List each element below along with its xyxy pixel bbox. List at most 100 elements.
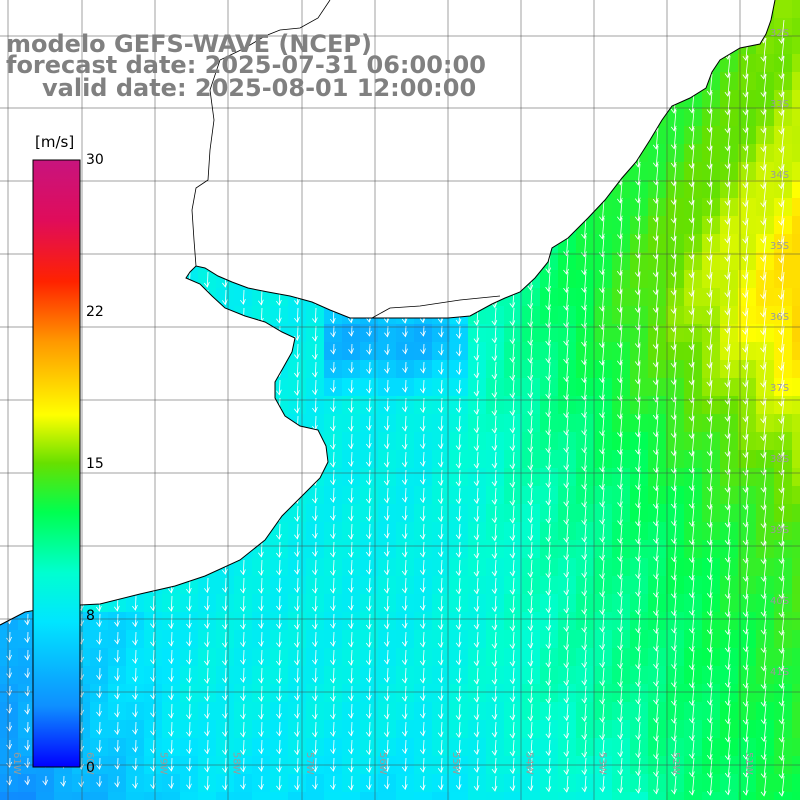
wind-arrow	[742, 73, 749, 98]
wind-arrow	[437, 505, 444, 523]
wind-arrow	[419, 667, 426, 684]
wind-arrow	[312, 649, 318, 665]
wind-arrow	[724, 433, 731, 458]
field-cell	[252, 270, 271, 289]
wind-arrow	[617, 631, 623, 651]
field-cell	[216, 252, 235, 271]
wind-arrow	[563, 613, 570, 633]
field-cell	[162, 468, 181, 487]
wind-arrow	[455, 559, 462, 577]
wind-arrow	[778, 397, 785, 424]
field-cell	[252, 288, 271, 307]
field-cell	[144, 630, 163, 649]
wind-arrow	[168, 505, 174, 522]
wind-arrow	[599, 559, 605, 580]
field-cell	[90, 414, 109, 433]
wind-arrow	[742, 757, 749, 778]
field-cell	[180, 594, 199, 613]
field-cell	[180, 540, 199, 559]
wind-arrow	[401, 613, 408, 629]
field-cell	[612, 126, 631, 145]
wind-arrow	[150, 559, 156, 575]
wind-arrow	[258, 451, 264, 468]
wind-arrow	[455, 127, 462, 145]
field-cell	[540, 144, 559, 163]
wind-arrow	[24, 145, 30, 162]
wind-arrow	[724, 163, 731, 188]
wind-arrow	[617, 451, 623, 473]
wind-arrow	[581, 631, 588, 651]
wind-arrow	[96, 505, 102, 522]
wind-arrow	[617, 109, 623, 130]
wind-arrow	[365, 163, 372, 179]
field-cell	[108, 144, 127, 163]
field-cell	[162, 792, 181, 800]
wind-arrow	[563, 217, 569, 238]
wind-arrow	[347, 181, 354, 198]
field-cell	[216, 522, 235, 541]
field-cell	[198, 738, 217, 757]
field-cell	[180, 684, 199, 703]
field-cell	[324, 540, 343, 559]
wind-arrow	[742, 271, 749, 299]
field-cell	[144, 396, 163, 415]
wind-arrow	[581, 523, 588, 543]
wind-arrow	[437, 487, 444, 505]
wind-arrow	[186, 325, 192, 342]
wind-arrow	[778, 559, 785, 582]
wind-arrow	[688, 361, 695, 386]
wind-arrow	[222, 667, 228, 684]
wind-arrow	[688, 253, 695, 279]
field-cell	[378, 270, 397, 289]
wind-arrow	[581, 577, 588, 597]
field-cell	[18, 612, 37, 631]
field-cell	[432, 126, 451, 145]
field-cell	[270, 342, 289, 361]
field-cell	[558, 108, 577, 127]
field-cell	[108, 486, 127, 505]
wind-arrow	[581, 433, 587, 454]
wind-arrow	[491, 217, 498, 236]
field-cell	[504, 270, 523, 289]
wind-arrow	[563, 91, 570, 111]
wind-arrow	[311, 325, 318, 342]
wind-arrow	[563, 433, 570, 453]
wind-arrow	[24, 667, 30, 679]
wind-arrow	[132, 577, 138, 594]
wind-arrow	[132, 361, 138, 377]
field-cell	[288, 468, 307, 487]
field-cell	[144, 702, 163, 721]
wind-arrow	[96, 487, 102, 504]
wind-arrow	[186, 505, 192, 521]
field-cell	[306, 324, 325, 343]
wind-arrow	[545, 613, 552, 632]
field-cell	[486, 54, 505, 73]
wind-arrow	[617, 667, 623, 688]
field-cell	[450, 216, 469, 235]
wind-arrow	[706, 523, 713, 546]
field-cell	[0, 522, 19, 541]
wind-arrow	[294, 685, 300, 701]
wind-arrow	[581, 109, 587, 131]
wind-arrow	[599, 343, 605, 366]
wind-arrow	[491, 253, 498, 273]
field-cell	[648, 72, 667, 91]
field-cell	[162, 558, 181, 577]
wind-arrow	[509, 217, 516, 237]
wind-arrow	[347, 217, 354, 233]
wind-arrow	[383, 433, 390, 450]
wind-arrow	[671, 757, 677, 777]
field-cell	[270, 252, 289, 271]
wind-arrow	[258, 739, 264, 755]
field-cell	[144, 486, 163, 505]
wind-arrow	[258, 613, 264, 629]
field-cell	[180, 162, 199, 181]
wind-arrow	[527, 361, 534, 381]
wind-arrow	[527, 685, 534, 704]
field-cell	[792, 288, 800, 307]
field-cell	[126, 594, 145, 613]
wind-arrow	[653, 667, 659, 687]
field-cell	[144, 594, 163, 613]
field-cell	[216, 414, 235, 433]
